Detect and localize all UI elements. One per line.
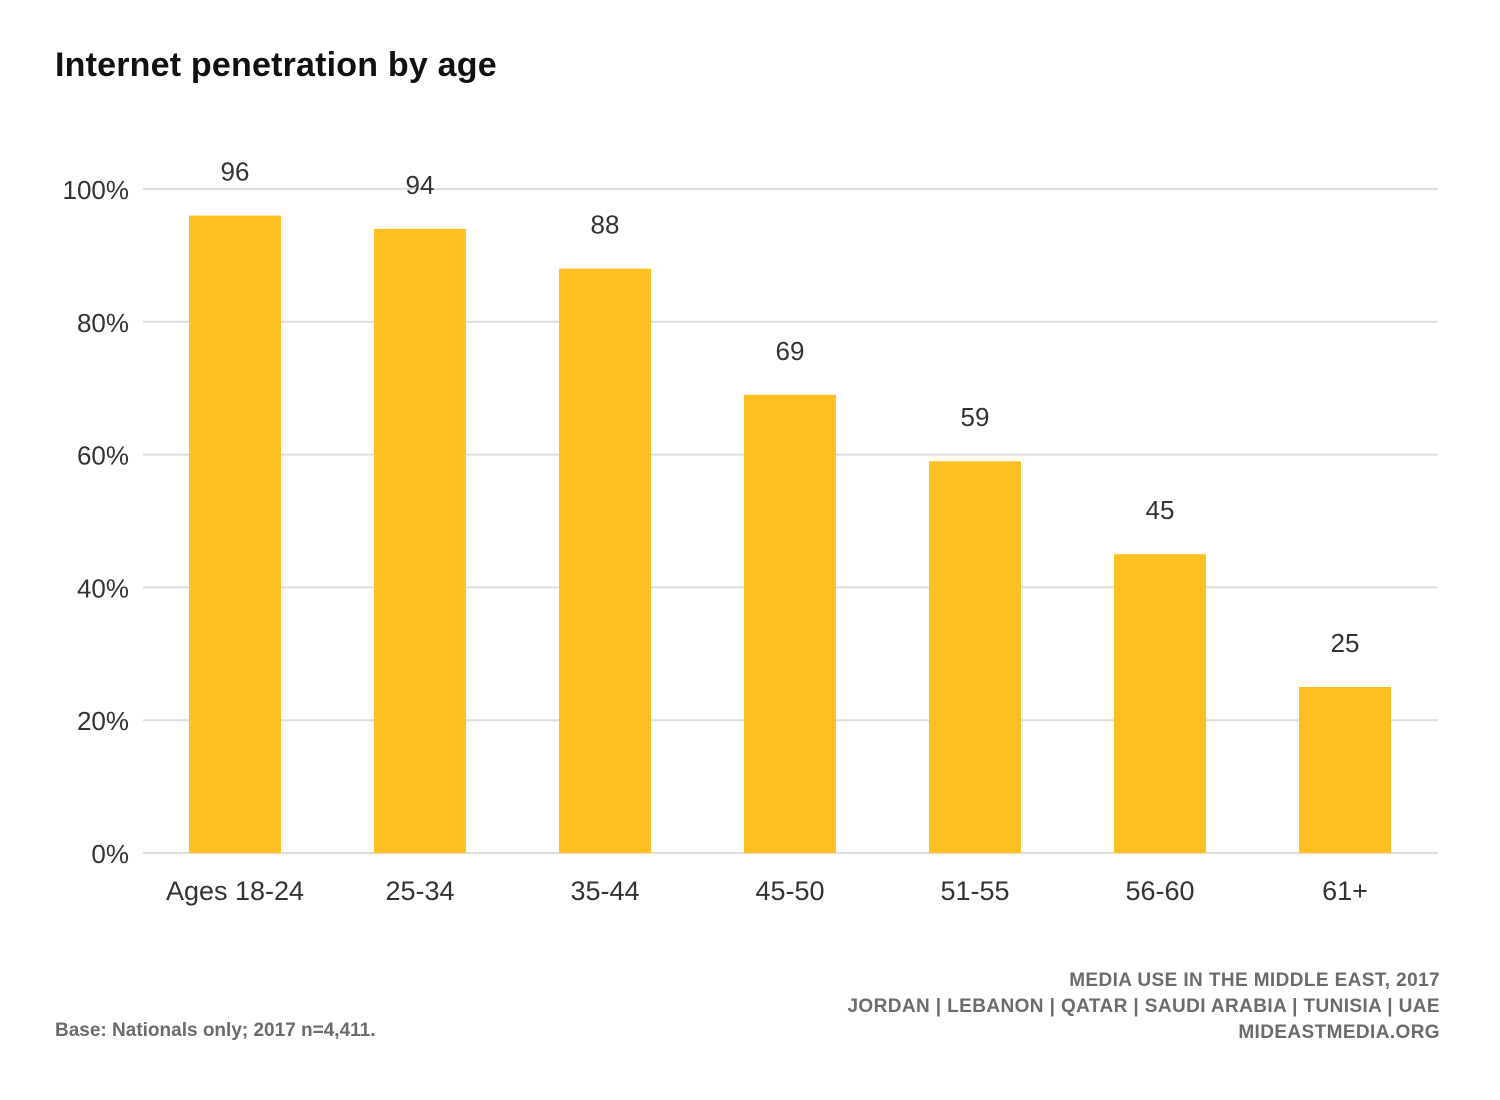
- x-tick-label: 25-34: [385, 876, 454, 906]
- y-axis-tick-labels: 0% 20% 40% 60% 80% 100%: [63, 175, 130, 869]
- source-line-2: JORDAN | LEBANON | QATAR | SAUDI ARABIA …: [847, 996, 1440, 1017]
- data-labels: 96 94 88 69 59 45 25: [221, 157, 1360, 658]
- data-label: 94: [406, 170, 435, 200]
- y-tick-label: 60%: [77, 441, 129, 471]
- bars: [189, 215, 1391, 854]
- x-tick-label: 45-50: [755, 876, 824, 906]
- x-tick-label: 51-55: [940, 876, 1009, 906]
- x-tick-label: 56-60: [1125, 876, 1194, 906]
- source-credit: MEDIA USE IN THE MIDDLE EAST, 2017 JORDA…: [847, 968, 1440, 1046]
- chart-title: Internet penetration by age: [55, 46, 497, 84]
- bar-25-34: [374, 228, 466, 854]
- base-note: Base: Nationals only; 2017 n=4,411.: [55, 1020, 376, 1041]
- y-tick-label: 40%: [77, 573, 129, 603]
- y-tick-label: 100%: [63, 175, 130, 205]
- x-axis-tick-labels: Ages 18-24 25-34 35-44 45-50 51-55 56-60 61+: [166, 876, 1368, 906]
- y-tick-label: 0%: [91, 839, 129, 869]
- y-tick-label: 20%: [77, 706, 129, 736]
- data-label: 59: [961, 402, 990, 432]
- x-tick-label: 35-44: [570, 876, 639, 906]
- bar-35-44: [559, 268, 651, 853]
- data-label: 25: [1331, 628, 1360, 658]
- x-tick-label: Ages 18-24: [166, 876, 304, 906]
- data-label: 69: [776, 336, 805, 366]
- bar-45-50: [744, 394, 836, 853]
- x-tick-label: 61+: [1322, 876, 1368, 906]
- data-label: 96: [221, 157, 250, 187]
- bar-51-55: [929, 461, 1021, 853]
- source-line-1: MEDIA USE IN THE MIDDLE EAST, 2017: [1069, 970, 1440, 991]
- bar-61-: [1299, 687, 1391, 853]
- bar-56-60: [1114, 554, 1206, 853]
- source-line-3: MIDEASTMEDIA.ORG: [1238, 1022, 1440, 1043]
- data-label: 45: [1146, 495, 1175, 525]
- bar-ages-18-24: [189, 215, 281, 853]
- y-tick-label: 80%: [77, 308, 129, 338]
- data-label: 88: [591, 210, 620, 240]
